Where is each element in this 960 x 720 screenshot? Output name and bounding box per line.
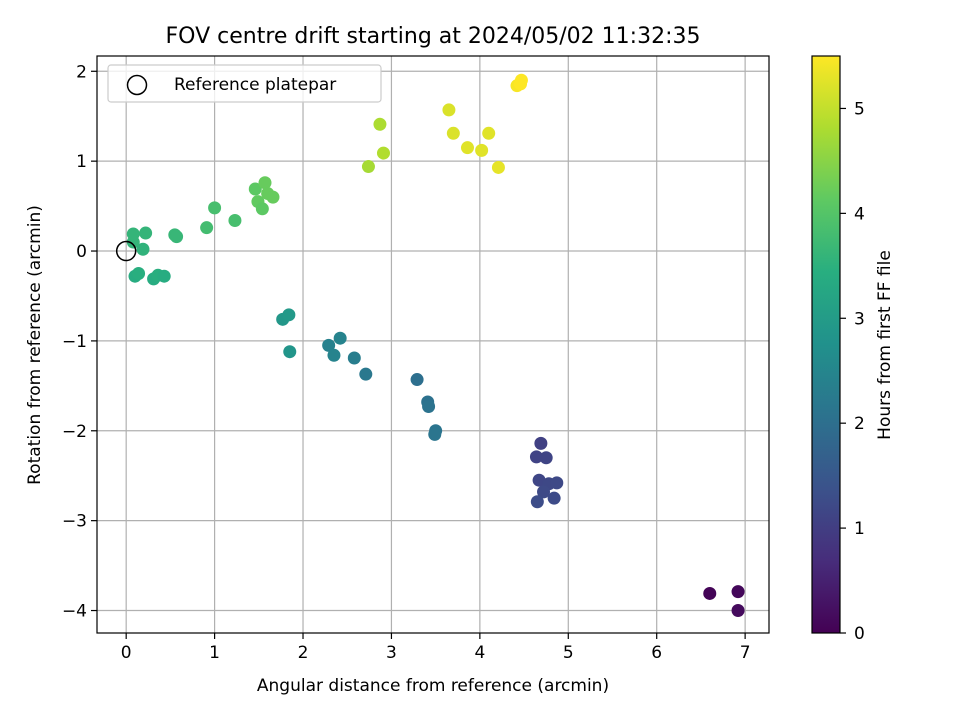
data-point xyxy=(255,202,269,216)
data-point xyxy=(200,221,214,235)
colorbar-tick-label: 5 xyxy=(854,99,865,119)
data-point xyxy=(731,585,745,599)
colorbar-tick-label: 1 xyxy=(854,519,865,539)
data-points xyxy=(126,73,745,618)
data-point xyxy=(534,436,548,450)
x-tick-label: 0 xyxy=(121,643,132,663)
data-point xyxy=(327,348,341,362)
data-point xyxy=(530,495,544,509)
data-point xyxy=(547,491,561,505)
data-point xyxy=(266,190,280,204)
data-point xyxy=(422,400,436,414)
colorbar-tick-label: 2 xyxy=(854,414,865,434)
chart-title: FOV centre drift starting at 2024/05/02 … xyxy=(166,24,701,49)
colorbar-tick-label: 0 xyxy=(854,624,865,644)
data-point xyxy=(126,227,140,241)
data-point xyxy=(359,367,373,381)
data-point xyxy=(157,269,171,283)
x-tick-label: 3 xyxy=(386,643,397,663)
data-point xyxy=(361,160,375,174)
data-point xyxy=(132,266,146,280)
data-point xyxy=(228,213,242,227)
y-tick-label: 2 xyxy=(76,62,87,82)
data-point xyxy=(376,146,390,160)
y-tick-label: −3 xyxy=(62,512,87,532)
legend: Reference platepar xyxy=(107,64,382,103)
data-point xyxy=(410,373,424,387)
data-point xyxy=(333,331,347,345)
data-point xyxy=(703,586,717,600)
data-point xyxy=(550,476,564,490)
colorbar-tick-label: 3 xyxy=(854,309,865,329)
y-axis-ticks: −4 −3 −2 −1 0 1 2 xyxy=(62,62,97,622)
x-tick-label: 7 xyxy=(740,643,751,663)
data-point xyxy=(170,230,184,244)
data-point xyxy=(482,126,496,140)
colorbar-gradient xyxy=(811,55,841,634)
data-point xyxy=(731,604,745,618)
y-tick-label: −4 xyxy=(62,602,87,622)
data-point xyxy=(460,141,474,155)
plot-frame xyxy=(96,55,770,634)
colorbar-ticks: 0 1 2 3 4 5 xyxy=(840,99,865,644)
y-tick-label: 0 xyxy=(76,242,87,262)
x-axis-ticks: 0 1 2 3 4 5 6 7 xyxy=(121,633,751,663)
x-tick-label: 4 xyxy=(474,643,485,663)
y-tick-label: −1 xyxy=(62,332,87,352)
data-point xyxy=(428,427,442,441)
colorbar: 0 1 2 3 4 5 Hours from first FF file xyxy=(811,55,895,644)
data-point xyxy=(491,160,505,174)
data-point xyxy=(283,345,297,359)
grid-lines xyxy=(97,56,769,633)
data-point xyxy=(446,126,460,140)
data-point xyxy=(208,201,222,215)
data-point xyxy=(322,338,336,352)
x-tick-label: 2 xyxy=(298,643,309,663)
reference-point xyxy=(115,240,137,262)
data-point xyxy=(248,182,262,196)
data-point xyxy=(347,351,361,365)
data-point xyxy=(258,176,272,190)
x-tick-label: 5 xyxy=(563,643,574,663)
y-tick-label: 1 xyxy=(76,152,87,172)
data-point xyxy=(282,308,296,322)
data-point xyxy=(373,117,387,131)
x-tick-label: 6 xyxy=(651,643,662,663)
x-tick-label: 1 xyxy=(209,643,220,663)
y-tick-label: −2 xyxy=(62,422,87,442)
data-point xyxy=(139,226,153,240)
data-point xyxy=(539,451,553,465)
data-point xyxy=(537,485,551,499)
data-point xyxy=(529,450,543,464)
colorbar-label: Hours from first FF file xyxy=(875,250,895,440)
data-point xyxy=(442,103,456,117)
legend-box xyxy=(107,64,382,103)
colorbar-tick-label: 4 xyxy=(854,204,865,224)
x-axis-label: Angular distance from reference (arcmin) xyxy=(257,676,609,696)
legend-entry-reference: Reference platepar xyxy=(174,75,336,95)
y-axis-label: Rotation from reference (arcmin) xyxy=(25,205,45,485)
data-point xyxy=(475,143,489,157)
data-point xyxy=(136,242,150,256)
legend-marker-reference xyxy=(126,74,148,96)
data-point xyxy=(514,73,528,87)
